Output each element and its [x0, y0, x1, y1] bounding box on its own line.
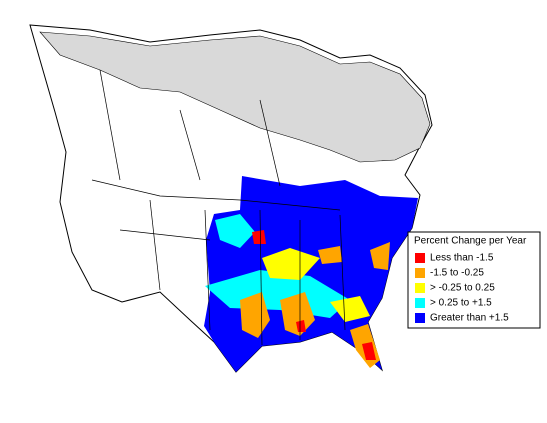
orange-patch [280, 292, 315, 336]
legend-box [407, 231, 541, 329]
orange-patch [370, 242, 390, 270]
legend-swatch [415, 298, 425, 308]
yellow-patch [330, 296, 370, 322]
orange-patch [318, 246, 342, 264]
legend-label: > 0.25 to +1.5 [430, 298, 492, 309]
legend: Percent Change per Year Less than -1.5 -1… [407, 231, 541, 329]
legend-label: Greater than +1.5 [430, 313, 509, 324]
legend-swatch [415, 268, 425, 278]
red-patch [252, 230, 266, 244]
boundaries [91, 69, 346, 346]
legend-swatch [415, 313, 425, 323]
land [29, 24, 433, 373]
legend-swatch [415, 283, 425, 293]
yellow-patch [262, 248, 320, 280]
legend-label: Less than -1.5 [430, 253, 494, 264]
legend-swatch [415, 253, 425, 263]
legend-title: Percent Change per Year [414, 236, 527, 247]
legend-label: > -0.25 to 0.25 [430, 283, 495, 294]
red-patch [296, 320, 306, 332]
cyan-patch [215, 214, 255, 248]
red-patch [362, 342, 376, 360]
orange-patch [240, 292, 270, 338]
northern-range-no-data [39, 31, 431, 163]
legend-label: -1.5 to -0.25 [430, 268, 484, 279]
